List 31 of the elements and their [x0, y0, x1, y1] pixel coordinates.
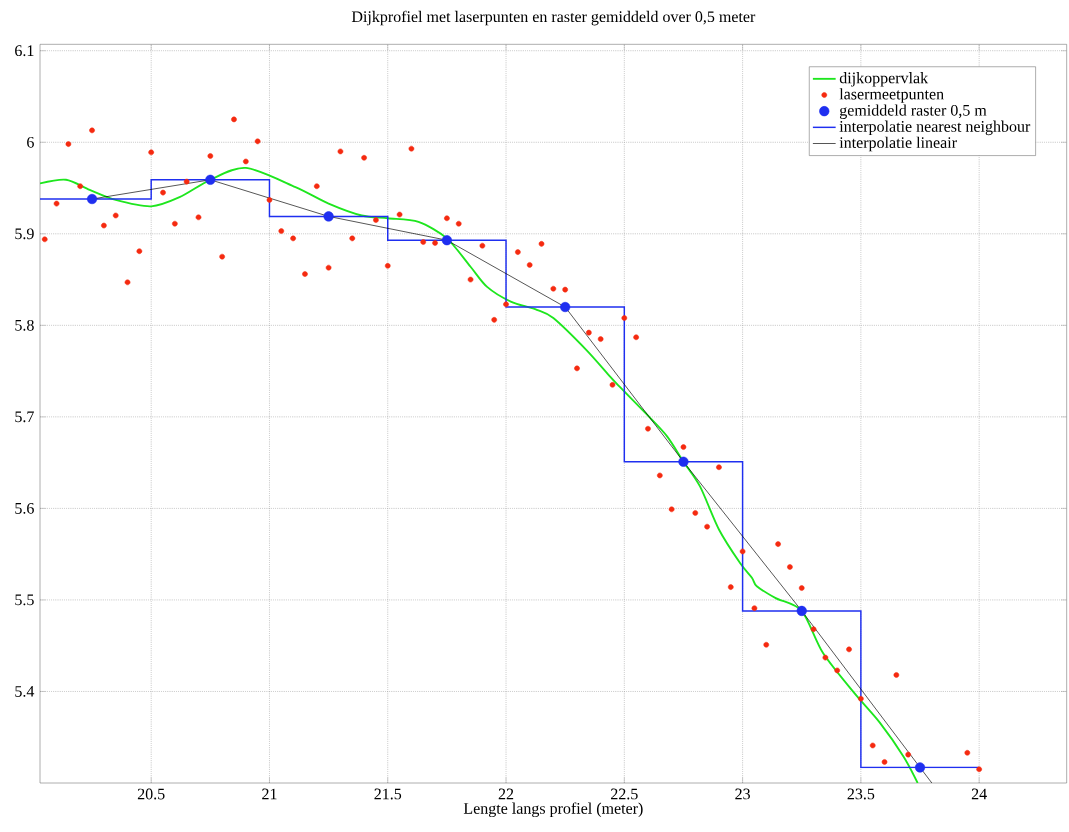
point — [678, 456, 689, 467]
y-tick-label: 6.1 — [15, 45, 34, 57]
legend-label: dijkoppervlak — [839, 72, 929, 87]
y-tick-label: 5.6 — [15, 502, 34, 514]
point — [205, 174, 216, 185]
x-tick-label: 20.5 — [137, 788, 165, 800]
point — [441, 235, 452, 246]
x-tick-label: 23 — [735, 788, 750, 800]
x-tick-label: 21.5 — [374, 788, 402, 800]
chart-title: Dijkprofiel met laserpunten en raster gemiddeld over 0,5 meter — [351, 10, 756, 26]
legend-label: gemiddeld raster 0,5 m — [839, 104, 987, 119]
legend-label: interpolatie lineair — [839, 136, 957, 152]
y-tick-label: 5.4 — [15, 686, 35, 697]
x-tick-label: 21 — [262, 788, 277, 800]
y-tick-label: 5.5 — [15, 594, 34, 606]
x-tick-label: 24 — [971, 788, 987, 800]
legend-label: interpolatie nearest neighbour — [839, 120, 1031, 136]
point — [914, 762, 926, 773]
x-axis-title: Lengte langs profiel (meter) — [463, 802, 643, 818]
point — [86, 193, 98, 205]
point — [560, 301, 571, 313]
y-tick-label: 5.8 — [15, 319, 34, 331]
legend-label: lasermeetpunten — [839, 88, 944, 103]
x-tick-label: 23.5 — [847, 788, 875, 800]
y-tick-label: 6 — [27, 136, 34, 148]
point — [796, 605, 807, 616]
y-tick-label: 5.7 — [15, 411, 34, 423]
x-tick-label: 22 — [498, 788, 514, 800]
y-tick-label: 5.9 — [15, 228, 34, 240]
x-tick-label: 22.5 — [611, 788, 638, 800]
point — [323, 211, 334, 222]
